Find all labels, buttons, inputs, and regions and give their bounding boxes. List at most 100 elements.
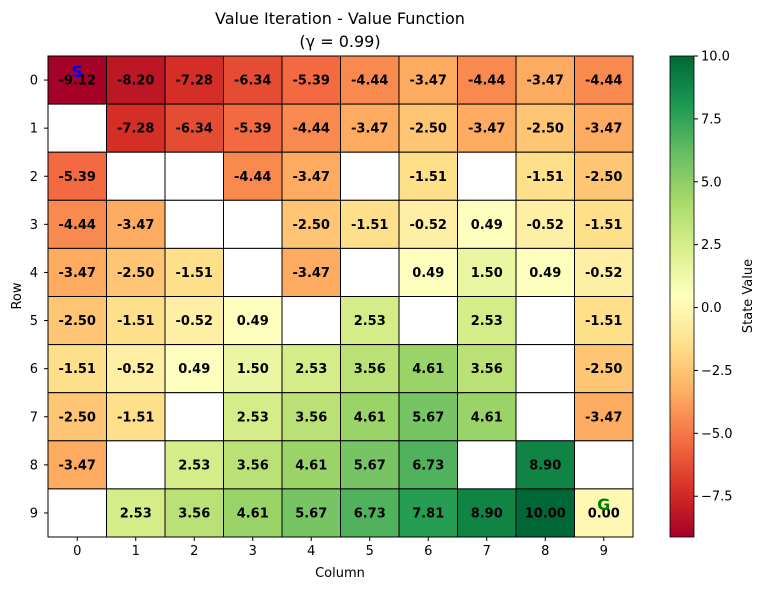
cell-value-label: -3.47 <box>410 74 447 89</box>
heatmap-cell <box>515 103 575 153</box>
heatmap-cell <box>281 488 341 538</box>
heatmap-cell <box>574 344 634 394</box>
heatmap-cell <box>281 440 341 490</box>
heatmap-cell <box>223 103 283 153</box>
cell-value-label: 3.56 <box>295 410 327 425</box>
cell-value-label: -3.47 <box>468 122 505 137</box>
y-tick-label: 5 <box>30 314 38 329</box>
cell-value-label: 0.49 <box>237 314 269 329</box>
heatmap-cell <box>515 440 575 490</box>
cell-value-label: -2.50 <box>59 410 96 425</box>
heatmap-cell <box>574 199 634 249</box>
x-tick-label: 6 <box>424 544 432 559</box>
heatmap-cell <box>281 392 341 442</box>
cell-value-label: 6.73 <box>354 506 386 521</box>
cell-value-label: -6.34 <box>234 74 271 89</box>
heatmap-cell <box>340 151 400 201</box>
y-tick-label: 6 <box>30 362 38 377</box>
heatmap-cell <box>106 55 166 105</box>
heatmap-cell <box>106 440 166 490</box>
heatmap-cell <box>457 103 517 153</box>
x-tick-label: 2 <box>190 544 198 559</box>
y-tick-label: 3 <box>30 218 38 233</box>
cell-value-label: 2.53 <box>295 362 327 377</box>
heatmap-cell <box>398 392 458 442</box>
heatmap-cell <box>164 199 224 249</box>
cell-value-label: 0.49 <box>412 266 444 281</box>
heatmap-cell <box>515 392 575 442</box>
cell-value-label: -0.52 <box>527 218 564 233</box>
cell-value-label: -4.44 <box>234 170 271 185</box>
colorbar-tick-label: 10.0 <box>701 50 730 65</box>
heatmap-cell <box>47 103 107 153</box>
y-tick-label: 1 <box>30 122 38 137</box>
heatmap-cell <box>515 296 575 346</box>
heatmap-cell <box>457 488 517 538</box>
cell-value-label: -2.50 <box>59 314 96 329</box>
heatmap-cell <box>340 392 400 442</box>
cell-value-label: 1.50 <box>237 362 269 377</box>
cell-value-label: -7.28 <box>117 122 154 137</box>
heatmap-cell <box>515 488 575 538</box>
cell-value-label: -2.50 <box>527 122 564 137</box>
x-tick-label: 0 <box>73 544 81 559</box>
y-tick-label: 2 <box>30 170 38 185</box>
chart-subtitle: (γ = 0.99) <box>299 32 380 51</box>
heatmap-cell <box>164 440 224 490</box>
cell-value-label: -4.44 <box>585 74 622 89</box>
cell-value-label: -5.39 <box>293 74 330 89</box>
cell-value-label: 2.53 <box>354 314 386 329</box>
chart-title: Value Iteration - Value Function <box>215 9 465 28</box>
y-tick-label: 0 <box>30 74 38 89</box>
cell-value-label: -5.39 <box>234 122 271 137</box>
cell-value-label: 4.61 <box>354 410 386 425</box>
cell-value-label: 2.53 <box>120 506 152 521</box>
x-axis-label: Column <box>315 566 365 581</box>
cell-value-label: 0.49 <box>529 266 561 281</box>
heatmap-cell <box>398 199 458 249</box>
cell-value-label: 0.49 <box>471 218 503 233</box>
cell-value-label: -1.51 <box>585 314 622 329</box>
colorbar <box>669 55 695 538</box>
x-axis-ticks: 0 1 2 3 4 5 6 7 8 9 <box>73 537 608 559</box>
cell-value-label: -0.52 <box>410 218 447 233</box>
cell-value-label: -0.52 <box>585 266 622 281</box>
cell-value-label: -1.51 <box>176 266 213 281</box>
heatmap-cell <box>574 247 634 297</box>
cell-value-label: 4.61 <box>237 506 269 521</box>
cell-value-label: -2.50 <box>585 362 622 377</box>
cell-value-label: -3.47 <box>293 266 330 281</box>
cell-value-label: -1.51 <box>351 218 388 233</box>
cell-value-label: -4.44 <box>59 218 96 233</box>
cell-value-label: -3.47 <box>117 218 154 233</box>
heatmap-cell <box>457 247 517 297</box>
heatmap-cell <box>515 344 575 394</box>
cell-value-label: -1.51 <box>527 170 564 185</box>
cell-value-label: -7.28 <box>176 74 213 89</box>
x-tick-label: 4 <box>307 544 315 559</box>
y-axis-ticks: 0 1 2 3 4 5 6 7 8 9 <box>30 74 48 521</box>
heatmap-cell <box>574 55 634 105</box>
cell-value-label: 5.67 <box>354 458 386 473</box>
colorbar-tick-label: −7.5 <box>701 490 733 505</box>
cell-value-label: -1.51 <box>585 218 622 233</box>
heatmap-cell <box>457 392 517 442</box>
heatmap-cell <box>164 392 224 442</box>
x-tick-label: 7 <box>483 544 491 559</box>
y-tick-label: 7 <box>30 410 38 425</box>
heatmap-cell <box>515 247 575 297</box>
x-tick-label: 9 <box>600 544 608 559</box>
cell-value-label: -3.47 <box>585 410 622 425</box>
cell-value-label: 5.67 <box>412 410 444 425</box>
cell-value-label: 2.53 <box>471 314 503 329</box>
heatmap-cell <box>47 488 107 538</box>
heatmap-cell <box>340 296 400 346</box>
cell-value-label: -3.47 <box>293 170 330 185</box>
y-tick-label: 9 <box>30 506 38 521</box>
cell-value-label: -1.51 <box>117 314 154 329</box>
heatmap-cell <box>281 151 341 201</box>
cell-value-label: 8.90 <box>471 506 503 521</box>
cell-value-label: 0.49 <box>178 362 210 377</box>
heatmap-cell <box>515 199 575 249</box>
heatmap-cell <box>398 103 458 153</box>
